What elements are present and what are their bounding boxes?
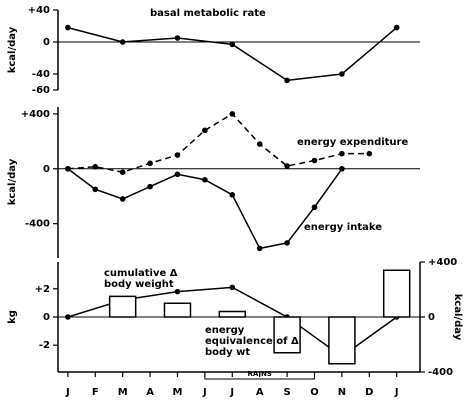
point xyxy=(65,165,71,172)
point xyxy=(147,160,153,167)
bar xyxy=(382,269,411,318)
series-line xyxy=(67,112,370,173)
series-label: basal metabolic rate xyxy=(150,8,266,19)
point xyxy=(284,163,290,169)
x-tick-label: J xyxy=(65,387,70,398)
y-tick-label: 0 xyxy=(43,164,50,175)
x-tick-label: F xyxy=(92,387,99,398)
series-label-box: cumulative Δ body weight xyxy=(104,268,178,290)
x-tick-label: M xyxy=(118,387,128,398)
point xyxy=(311,204,318,211)
point xyxy=(119,39,126,45)
x-tick-label: J xyxy=(202,387,207,398)
point xyxy=(339,150,345,157)
series-label-box: energy expenditure xyxy=(297,137,409,148)
y2-tick-label: +400 xyxy=(428,257,457,268)
bar xyxy=(218,310,247,318)
point xyxy=(202,127,208,134)
point xyxy=(256,141,263,147)
bar xyxy=(163,302,192,318)
y-tick-label: +40 xyxy=(28,5,50,16)
x-tick-label: A xyxy=(146,387,154,398)
point xyxy=(174,288,181,295)
y-tick-label: -40 xyxy=(32,69,50,80)
point xyxy=(92,186,99,193)
series-label: energy intake xyxy=(304,222,383,233)
y-tick-label: -60 xyxy=(32,85,50,96)
series-label-box: energy equivalence of Δ body wt xyxy=(205,325,299,358)
y-tick-label: +2 xyxy=(35,284,50,295)
y-tick-label: 0 xyxy=(43,312,50,323)
y2-tick-label: -400 xyxy=(428,367,453,378)
x-tick-label: J xyxy=(394,387,399,398)
point xyxy=(284,77,290,84)
rains-bracket xyxy=(204,376,315,380)
point xyxy=(119,196,126,202)
point xyxy=(256,245,263,252)
series-label: energy expenditure xyxy=(297,137,409,148)
annotation: RAINS xyxy=(248,370,272,378)
y2-axis-label: kcal/day xyxy=(452,294,463,341)
bar xyxy=(273,316,301,354)
point xyxy=(119,169,126,176)
point xyxy=(147,183,153,190)
x-tick-label: J xyxy=(229,387,234,398)
y-axis-label: kcal/day xyxy=(7,26,18,73)
x-tick-label: M xyxy=(173,387,183,398)
x-tick-label: N xyxy=(338,387,346,398)
bar xyxy=(328,316,356,365)
y2-tick-label: 0 xyxy=(428,312,435,323)
point xyxy=(229,192,236,198)
y-tick-label: 0 xyxy=(43,37,50,48)
series-label: cumulative Δ body weight xyxy=(104,268,178,290)
point xyxy=(339,71,345,77)
point xyxy=(229,41,236,48)
point xyxy=(339,165,345,172)
series-label-box: energy intake xyxy=(304,222,383,233)
point xyxy=(174,152,181,158)
series-label-box: basal metabolic rate xyxy=(150,8,266,19)
point xyxy=(202,176,208,183)
x-tick-label: S xyxy=(283,387,290,398)
y-axis-label: kg xyxy=(7,310,18,324)
y-tick-label: -2 xyxy=(39,340,50,351)
x-tick-label: A xyxy=(256,387,264,398)
y-tick-label: +400 xyxy=(21,109,50,120)
point xyxy=(174,35,181,41)
series-label: energy equivalence of Δ body wt xyxy=(205,325,299,358)
point xyxy=(229,111,236,117)
point xyxy=(393,24,400,31)
point xyxy=(65,24,71,31)
y-tick-label: -400 xyxy=(25,219,50,230)
x-tick-label: D xyxy=(365,387,373,398)
point xyxy=(92,163,99,170)
point xyxy=(284,240,290,246)
point xyxy=(65,314,71,320)
point xyxy=(229,284,236,291)
point xyxy=(311,157,318,164)
y-axis-label: kcal/day xyxy=(7,158,18,205)
x-tick-label: O xyxy=(310,387,319,398)
point xyxy=(174,171,181,178)
bar xyxy=(108,295,137,318)
point xyxy=(366,150,373,157)
